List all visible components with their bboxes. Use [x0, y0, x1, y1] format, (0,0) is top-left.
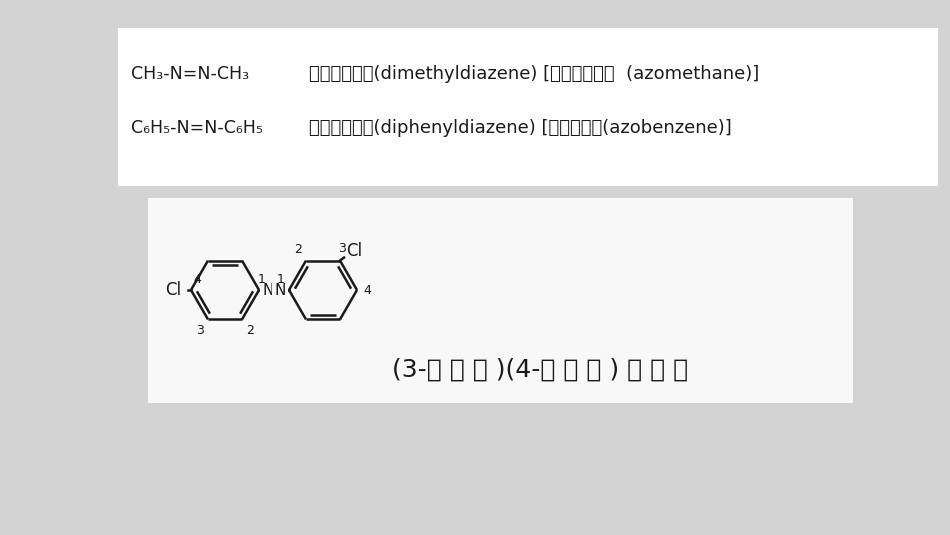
Text: Cl: Cl	[165, 281, 181, 299]
Text: N: N	[275, 282, 286, 297]
Text: N: N	[262, 282, 274, 297]
Text: (3-氯 苯 基 )(4-氯 苯 基 ) 乙 氮 烯: (3-氯 苯 基 )(4-氯 苯 基 ) 乙 氮 烯	[392, 358, 688, 382]
Text: 3: 3	[338, 242, 346, 255]
Text: 2: 2	[246, 324, 254, 337]
Text: 二甲基乙氮烯(dimethyldiazene) [惯称偶氮甲烷  (azomethane)]: 二甲基乙氮烯(dimethyldiazene) [惯称偶氮甲烷 (azometh…	[309, 65, 759, 83]
Text: CH₃-N=N-CH₃: CH₃-N=N-CH₃	[131, 65, 249, 83]
Text: 4: 4	[193, 272, 201, 286]
Text: Cl: Cl	[346, 242, 362, 259]
Text: 1: 1	[277, 272, 285, 286]
Text: C₆H₅-N=N-C₆H₅: C₆H₅-N=N-C₆H₅	[131, 119, 263, 137]
Text: 2: 2	[294, 243, 302, 256]
Bar	[118, 28, 938, 186]
Bar	[148, 198, 853, 403]
Text: 4: 4	[363, 284, 371, 296]
Text: 1: 1	[258, 272, 266, 286]
Text: 3: 3	[196, 324, 204, 337]
Text: 二苯基乙氮烯(diphenyldiazene) [惯称偶氮苯(azobenzene)]: 二苯基乙氮烯(diphenyldiazene) [惯称偶氮苯(azobenzen…	[309, 119, 732, 137]
